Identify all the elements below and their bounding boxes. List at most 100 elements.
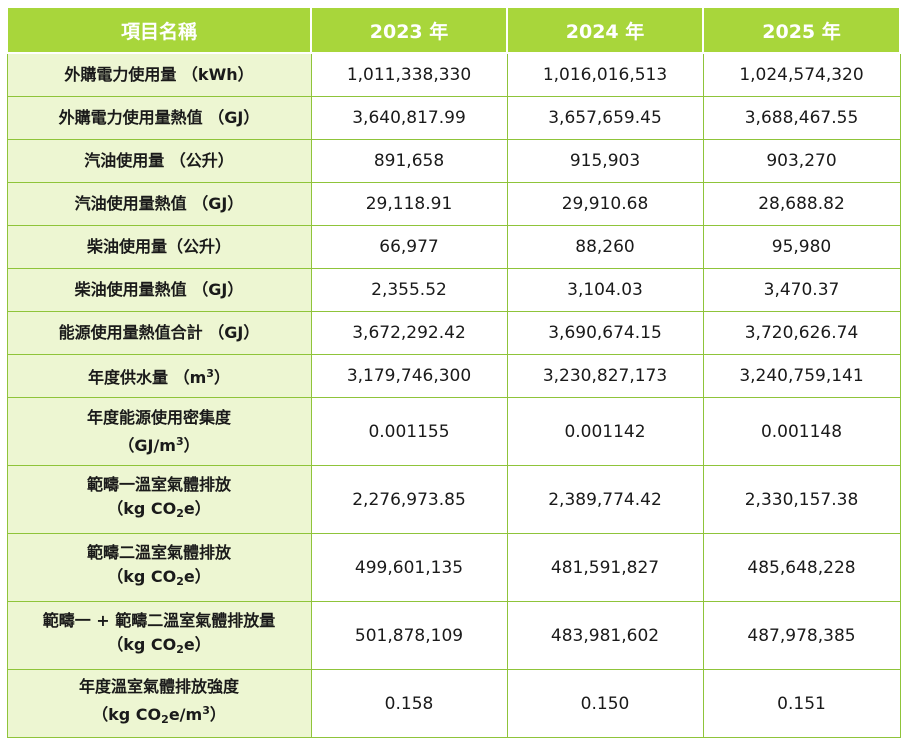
unit-text: （kg CO xyxy=(92,705,162,724)
row-label-line2: （kg CO2e） xyxy=(8,497,311,526)
table-row: 年度供水量 （m3） 3,179,746,300 3,230,827,173 3… xyxy=(6,354,901,398)
header-row: 項目名稱 2023 年 2024 年 2025 年 xyxy=(6,6,901,54)
unit-text: ） xyxy=(209,705,226,724)
row-label: 年度能源使用密集度 （GJ/m3） xyxy=(6,397,312,466)
value-2025: 95,980 xyxy=(702,225,901,269)
table-row: 外購電力使用量 （kWh） 1,011,338,330 1,016,016,51… xyxy=(6,52,901,97)
table-row: 年度溫室氣體排放強度 （kg CO2e/m3） 0.158 0.150 0.15… xyxy=(6,669,901,738)
superscript: 3 xyxy=(175,434,184,448)
value-2025: 487,978,385 xyxy=(702,601,901,670)
energy-emissions-table: 項目名稱 2023 年 2024 年 2025 年 外購電力使用量 （kWh） … xyxy=(6,6,901,738)
row-label: 柴油使用量熱值 （GJ） xyxy=(6,268,312,312)
subscript: 2 xyxy=(176,643,184,656)
table-row: 柴油使用量（公升） 66,977 88,260 95,980 xyxy=(6,225,901,269)
row-label: 能源使用量熱值合計 （GJ） xyxy=(6,311,312,355)
value-2025: 28,688.82 xyxy=(702,182,901,226)
superscript: 3 xyxy=(202,704,210,717)
data-table-container: 項目名稱 2023 年 2024 年 2025 年 外購電力使用量 （kWh） … xyxy=(6,6,901,738)
value-2023: 3,672,292.42 xyxy=(310,311,508,355)
row-label: 年度溫室氣體排放強度 （kg CO2e/m3） xyxy=(6,669,312,738)
table-row: 年度能源使用密集度 （GJ/m3） 0.001155 0.001142 0.00… xyxy=(6,397,901,466)
table-row: 汽油使用量 （公升） 891,658 915,903 903,270 xyxy=(6,139,901,183)
unit-text: e） xyxy=(183,635,211,654)
row-label-line1: 範疇一溫室氣體排放 xyxy=(86,475,231,494)
unit-text: （kg CO xyxy=(107,567,177,586)
table-row: 柴油使用量熱值 （GJ） 2,355.52 3,104.03 3,470.37 xyxy=(6,268,901,312)
header-year-2023: 2023 年 xyxy=(310,6,508,54)
row-label: 範疇二溫室氣體排放 （kg CO2e） xyxy=(6,533,312,602)
row-label-text: 年度供水量 （m xyxy=(88,368,207,387)
value-2024: 3,657,659.45 xyxy=(506,96,704,140)
table-row: 外購電力使用量熱值 （GJ） 3,640,817.99 3,657,659.45… xyxy=(6,96,901,140)
value-2024: 29,910.68 xyxy=(506,182,704,226)
value-2024: 0.150 xyxy=(506,669,704,738)
value-2023: 3,640,817.99 xyxy=(310,96,508,140)
value-2025: 0.001148 xyxy=(702,397,901,466)
value-2024: 3,690,674.15 xyxy=(506,311,704,355)
row-label: 汽油使用量熱值 （GJ） xyxy=(6,182,312,226)
value-2025: 0.151 xyxy=(702,669,901,738)
value-2025: 3,470.37 xyxy=(702,268,901,312)
value-2025: 2,330,157.38 xyxy=(702,465,901,534)
subscript: 2 xyxy=(176,507,184,520)
unit-text: （GJ/m xyxy=(118,435,176,455)
row-label-line1: 範疇二溫室氣體排放 xyxy=(86,543,231,562)
row-label: 外購電力使用量 （kWh） xyxy=(6,52,312,97)
unit-text: e） xyxy=(183,499,211,518)
row-label-line2: （kg CO2e） xyxy=(8,565,311,594)
unit-text: e/m xyxy=(168,705,203,724)
value-2023: 501,878,109 xyxy=(310,601,508,670)
value-2024: 88,260 xyxy=(506,225,704,269)
row-label-text: ） xyxy=(213,368,230,387)
header-year-2024: 2024 年 xyxy=(506,6,704,54)
value-2023: 3,179,746,300 xyxy=(310,354,508,398)
value-2025: 485,648,228 xyxy=(702,533,901,602)
value-2025: 3,720,626.74 xyxy=(702,311,901,355)
value-2025: 903,270 xyxy=(702,139,901,183)
value-2024: 3,104.03 xyxy=(506,268,704,312)
value-2023: 499,601,135 xyxy=(310,533,508,602)
value-2024: 915,903 xyxy=(506,139,704,183)
row-label-line1: 年度能源使用密集度 xyxy=(86,407,231,427)
row-label: 年度供水量 （m3） xyxy=(6,354,312,398)
subscript: 2 xyxy=(176,575,184,588)
value-2024: 481,591,827 xyxy=(506,533,704,602)
table-row: 汽油使用量熱值 （GJ） 29,118.91 29,910.68 28,688.… xyxy=(6,182,901,226)
value-2024: 0.001142 xyxy=(506,397,704,466)
table-row: 能源使用量熱值合計 （GJ） 3,672,292.42 3,690,674.15… xyxy=(6,311,901,355)
unit-text: ） xyxy=(183,435,200,455)
value-2024: 3,230,827,173 xyxy=(506,354,704,398)
unit-text: （kg CO xyxy=(107,635,177,654)
value-2023: 2,276,973.85 xyxy=(310,465,508,534)
row-label: 汽油使用量 （公升） xyxy=(6,139,312,183)
row-label-line2: （GJ/m3） xyxy=(8,430,311,458)
value-2025: 1,024,574,320 xyxy=(702,52,901,97)
value-2023: 1,011,338,330 xyxy=(310,52,508,97)
row-label-line1: 範疇一 + 範疇二溫室氣體排放量 xyxy=(42,611,276,630)
row-label-line1: 年度溫室氣體排放強度 xyxy=(78,677,239,696)
unit-text: e） xyxy=(183,567,211,586)
table-row: 範疇一 + 範疇二溫室氣體排放量 （kg CO2e） 501,878,109 4… xyxy=(6,601,901,670)
value-2024: 1,016,016,513 xyxy=(506,52,704,97)
value-2023: 0.001155 xyxy=(310,397,508,466)
value-2024: 483,981,602 xyxy=(506,601,704,670)
value-2024: 2,389,774.42 xyxy=(506,465,704,534)
value-2025: 3,688,467.55 xyxy=(702,96,901,140)
row-label: 範疇一溫室氣體排放 （kg CO2e） xyxy=(6,465,312,534)
row-label: 外購電力使用量熱值 （GJ） xyxy=(6,96,312,140)
row-label-line2: （kg CO2e） xyxy=(8,633,311,662)
table-row: 範疇一溫室氣體排放 （kg CO2e） 2,276,973.85 2,389,7… xyxy=(6,465,901,534)
unit-text: （kg CO xyxy=(107,499,177,518)
value-2023: 2,355.52 xyxy=(310,268,508,312)
header-year-2025: 2025 年 xyxy=(702,6,901,54)
row-label: 範疇一 + 範疇二溫室氣體排放量 （kg CO2e） xyxy=(6,601,312,670)
header-item-name: 項目名稱 xyxy=(6,6,312,54)
value-2023: 29,118.91 xyxy=(310,182,508,226)
superscript: 3 xyxy=(206,367,214,380)
subscript: 2 xyxy=(161,713,169,726)
table-row: 範疇二溫室氣體排放 （kg CO2e） 499,601,135 481,591,… xyxy=(6,533,901,602)
value-2023: 0.158 xyxy=(310,669,508,738)
value-2023: 66,977 xyxy=(310,225,508,269)
value-2023: 891,658 xyxy=(310,139,508,183)
row-label: 柴油使用量（公升） xyxy=(6,225,312,269)
